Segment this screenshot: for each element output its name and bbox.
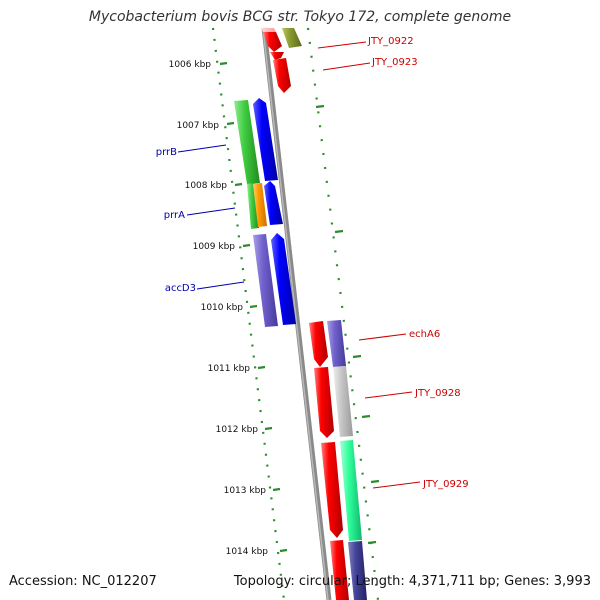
gene-feature-red-6 (330, 540, 349, 600)
gene-feature-blue-2 (264, 181, 283, 225)
gene-label-JTY-0929: JTY_0929 (422, 479, 469, 490)
label-leader-prrB (177, 144, 227, 153)
gene-label-prrA: prrA (164, 210, 185, 221)
gene-label-prrB: prrB (156, 147, 177, 158)
gene-features-top (261, 28, 302, 93)
gene-feature-red-3 (309, 321, 328, 367)
genome-backbone (261, 27, 332, 600)
gene-label-echA6: echA6 (409, 329, 440, 340)
gene-label-JTY-0923: JTY_0923 (371, 57, 418, 68)
gene-feature-pink (261, 28, 276, 32)
gene-feature-blue-1 (253, 98, 278, 181)
label-leader-JTY-0929 (372, 481, 421, 489)
gene-feature-red-2 (273, 58, 291, 93)
gene-feature-red-5 (321, 442, 343, 538)
scale-ticks (219, 61, 288, 553)
scale-label: 1008 kbp (185, 181, 228, 191)
scale-label: 1012 kbp (216, 425, 259, 435)
outer-track-ticks (315, 104, 380, 545)
gene-feature-red-4 (314, 367, 334, 438)
map-title: Mycobacterium bovis BCG str. Tokyo 172, … (88, 9, 512, 25)
gene-feature-red-small (270, 52, 284, 60)
scale-label: 1007 kbp (177, 121, 220, 131)
label-leader-JTY-0922 (317, 41, 367, 49)
gene-feature-prrB (234, 100, 260, 184)
genome-summary-text: Topology: circular; Length: 4,371,711 bp… (233, 574, 591, 589)
label-leader-accD3 (196, 281, 245, 290)
gene-feature-orange (253, 183, 267, 227)
label-leader-prrA (186, 207, 236, 216)
scale-label: 1014 kbp (226, 547, 269, 557)
scale-label: 1013 kbp (224, 486, 267, 496)
scale-label: 1009 kbp (193, 242, 236, 252)
gene-label-JTY-0928: JTY_0928 (414, 388, 461, 399)
gene-feature-blue-3 (271, 233, 296, 325)
scale-label: 1006 kbp (169, 60, 212, 70)
label-leader-JTY-0928 (364, 391, 413, 399)
right-gene-labels: JTY_0922 JTY_0923 echA6 JTY_0928 JTY_092… (317, 36, 469, 490)
gene-feature-red (263, 32, 282, 52)
gene-label-accD3: accD3 (165, 283, 196, 294)
label-leader-echA6 (358, 333, 407, 341)
genome-backbone-highlight (262, 27, 329, 600)
scale-label: 1011 kbp (208, 364, 251, 374)
gene-feature-navy (348, 541, 367, 600)
gene-feature-olive (282, 28, 302, 48)
accession-text: Accession: NC_012207 (9, 574, 157, 589)
gene-feature-JTY-0928 (333, 366, 353, 437)
gene-feature-echA6 (327, 320, 346, 367)
gene-features-bottom (309, 320, 367, 600)
gene-features-middle (234, 98, 296, 327)
gene-label-JTY-0922: JTY_0922 (367, 36, 414, 47)
scale-labels: 1006 kbp 1007 kbp 1008 kbp 1009 kbp 1010… (169, 60, 269, 557)
scale-label: 1010 kbp (201, 303, 244, 313)
left-gene-labels: prrB prrA accD3 (156, 144, 245, 294)
gene-feature-accD3 (253, 234, 278, 327)
label-leader-JTY-0923 (322, 62, 371, 71)
gene-feature-JTY-0929 (340, 440, 362, 541)
